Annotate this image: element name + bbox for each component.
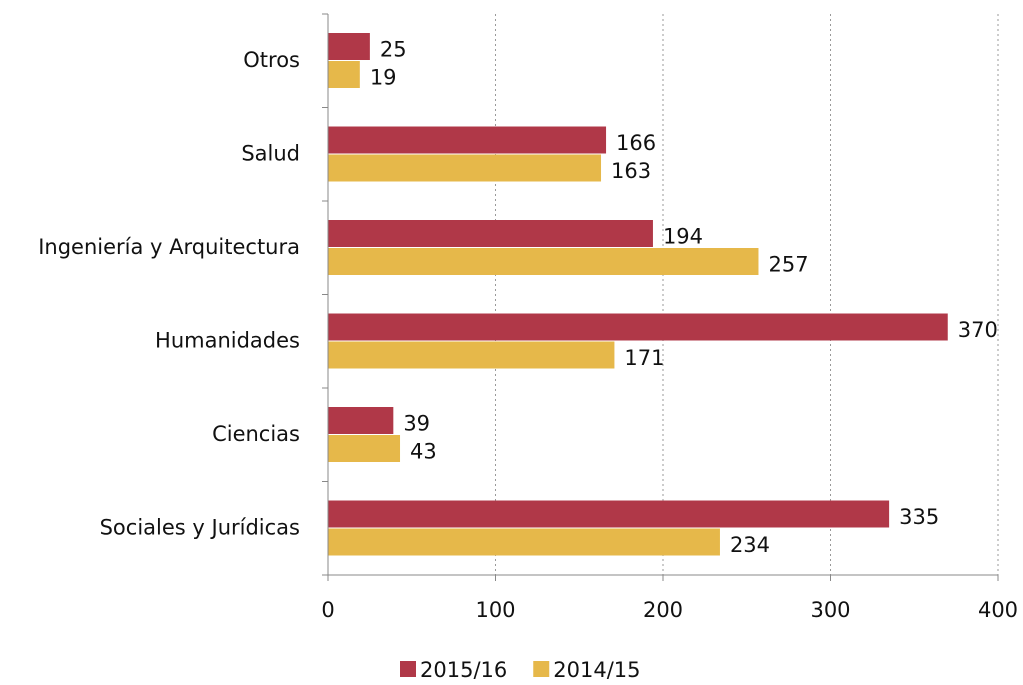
y-tick-label: Ciencias: [212, 422, 300, 446]
data-label: 25: [380, 38, 407, 62]
data-label: 19: [370, 66, 397, 90]
data-label: 166: [616, 131, 656, 155]
y-tick-label: Salud: [241, 141, 300, 165]
data-label: 43: [410, 440, 437, 464]
bar: [328, 500, 890, 528]
bar: [328, 220, 653, 247]
bar: [328, 126, 607, 154]
bar: [328, 435, 401, 462]
bar: [328, 154, 602, 182]
x-tick-label: 400: [978, 598, 1018, 622]
legend-label: 2014/15: [553, 658, 640, 682]
y-tick-label: Ingeniería y Arquitectura: [38, 235, 300, 259]
data-label: 163: [611, 159, 651, 183]
x-tick-label: 100: [475, 598, 515, 622]
x-tick-label: 200: [643, 598, 683, 622]
data-label: 234: [730, 533, 770, 557]
bar: [328, 313, 948, 341]
data-label: 335: [899, 505, 939, 529]
x-tick-label: 300: [810, 598, 850, 622]
bar: [328, 33, 370, 60]
data-label: 39: [403, 412, 430, 436]
legend-swatch: [533, 661, 550, 677]
y-tick-label: Humanidades: [155, 328, 300, 352]
x-tick-label: 0: [321, 598, 334, 622]
data-label: 194: [663, 225, 703, 249]
bar: [328, 248, 759, 275]
y-tick-label: Sociales y Jurídicas: [100, 515, 300, 539]
bar: [328, 341, 615, 369]
data-label: 370: [958, 318, 998, 342]
y-tick-label: Otros: [243, 48, 300, 72]
legend-swatch: [400, 661, 416, 677]
legend-label: 2015/16: [420, 658, 507, 682]
bar: [328, 528, 720, 556]
data-label: 171: [624, 346, 664, 370]
bar: [328, 61, 360, 88]
bar: [328, 407, 394, 434]
data-label: 257: [768, 253, 808, 277]
